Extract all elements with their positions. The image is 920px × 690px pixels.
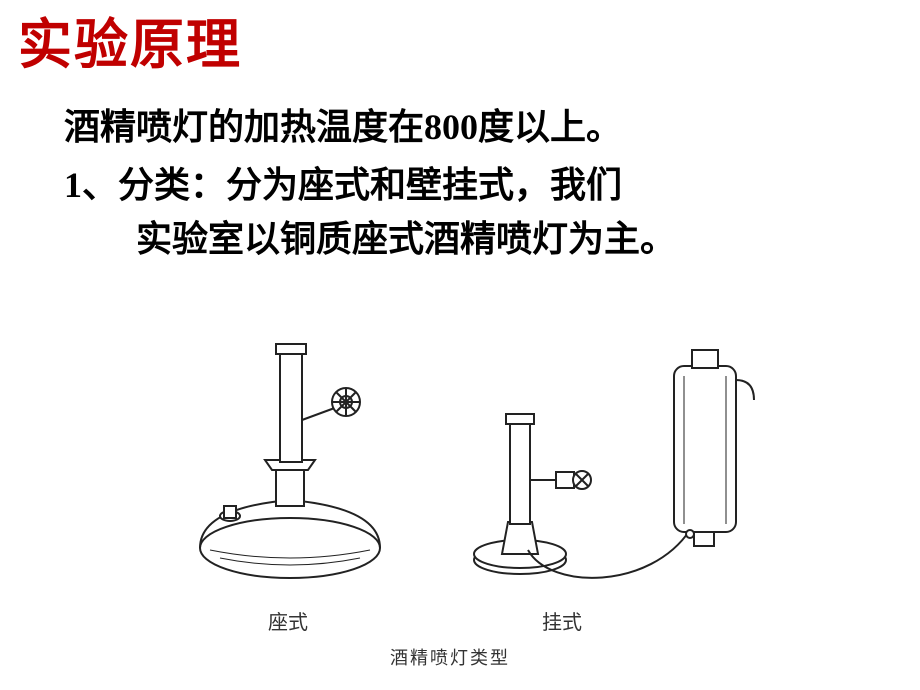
burner-diagram <box>150 310 770 600</box>
body-line-3: 实验室以铜质座式酒精喷灯为主。 <box>64 212 854 266</box>
diagram-caption: 酒精喷灯类型 <box>390 644 510 670</box>
body-line-2: 1、分类：分为座式和壁挂式，我们 <box>64 158 854 212</box>
section-title: 实验原理 <box>18 0 242 79</box>
diagram-label-right: 挂式 <box>542 606 582 635</box>
diagram-area: 座式 挂式 酒精喷灯类型 <box>150 310 770 650</box>
diagram-label-left: 座式 <box>268 606 308 635</box>
desk-burner-icon <box>200 344 380 578</box>
body-line-1: 酒精喷灯的加热温度在800度以上。 <box>64 100 854 154</box>
slide-page: 实验原理 酒精喷灯的加热温度在800度以上。 1、分类：分为座式和壁挂式，我们 … <box>0 0 920 690</box>
wall-burner-icon <box>474 350 754 578</box>
body-text-block: 酒精喷灯的加热温度在800度以上。 1、分类：分为座式和壁挂式，我们 实验室以铜… <box>64 100 854 266</box>
